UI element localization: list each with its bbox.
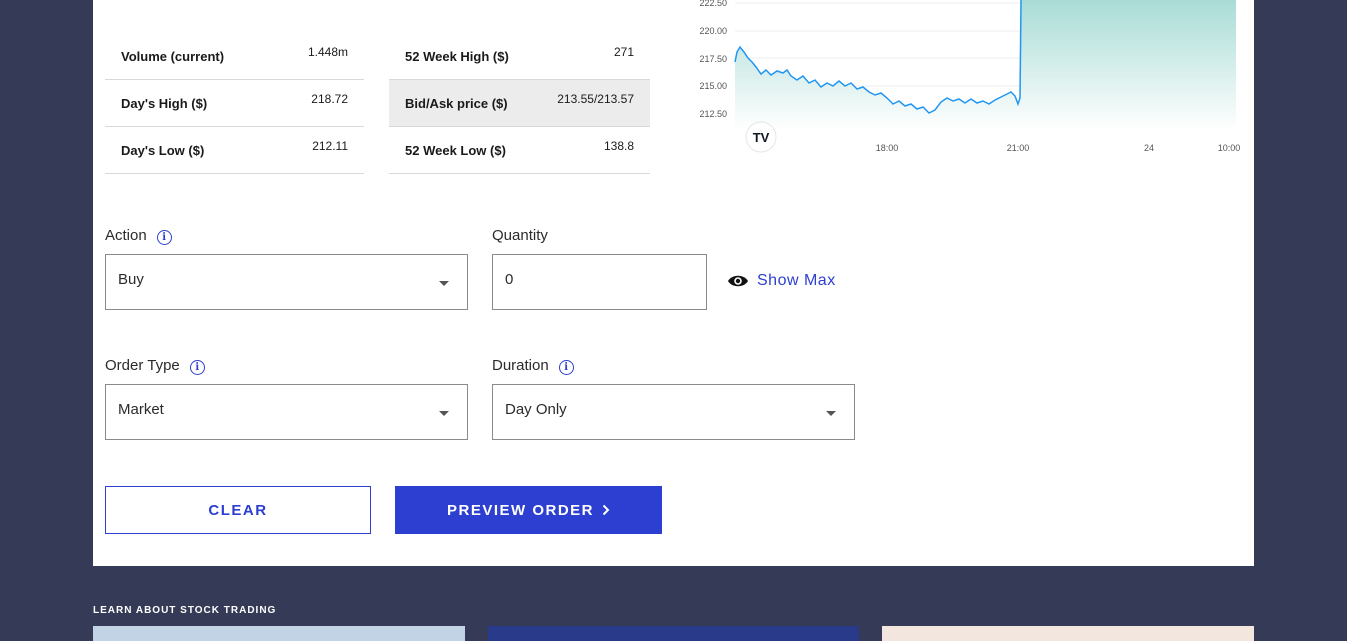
stat-value: 218.72: [311, 92, 348, 106]
learn-card[interactable]: [882, 626, 1254, 641]
duration-selected-value: Day Only: [505, 400, 567, 418]
stat-value: 212.11: [312, 139, 348, 153]
tradingview-logo-icon[interactable]: TV: [745, 121, 777, 153]
duration-select[interactable]: Day Only: [492, 384, 855, 440]
action-selected-value: Buy: [118, 270, 144, 288]
y-axis-labels: 222.50 220.00 217.50 215.00 212.50: [699, 0, 727, 119]
order-type-selected-value: Market: [118, 400, 164, 418]
quantity-label: Quantity: [492, 227, 548, 244]
stat-value: 1.448m: [307, 45, 348, 59]
preview-order-label: PREVIEW ORDER: [446, 501, 594, 519]
learn-card[interactable]: [93, 626, 465, 641]
clear-button[interactable]: CLEAR: [105, 486, 371, 534]
stat-label: Day's Low ($): [121, 142, 205, 158]
info-icon[interactable]: i: [189, 360, 205, 375]
chevron-down-icon: [826, 411, 836, 416]
info-icon[interactable]: i: [558, 360, 574, 375]
y-tick-label: 222.50: [699, 0, 727, 8]
y-tick-label: 217.50: [699, 54, 727, 64]
stat-label: Bid/Ask price ($): [405, 95, 508, 111]
x-tick-label: 18:00: [876, 143, 899, 153]
duration-label-group: Duration i: [492, 357, 574, 375]
order-type-select[interactable]: Market: [105, 384, 468, 440]
stat-row-volume: Volume (current) 1.448m: [105, 33, 364, 80]
chevron-down-icon: [439, 411, 449, 416]
stats-column-2: 52 Week High ($) 271 Bid/Ask price ($) 2…: [389, 33, 650, 174]
price-chart[interactable]: 222.50 220.00 217.50 215.00 212.50 18:00…: [691, 0, 1251, 160]
show-max-button[interactable]: Show Max: [727, 272, 836, 290]
stat-label: Day's High ($): [121, 95, 208, 111]
x-tick-label: 21:00: [1007, 143, 1030, 153]
eye-icon: [728, 275, 748, 287]
stat-row-days-low: Day's Low ($) 212.11: [105, 127, 364, 174]
price-area: [735, 0, 1236, 130]
stat-value: 213.55/213.57: [557, 92, 634, 106]
clear-button-label: CLEAR: [208, 501, 268, 519]
show-max-label: Show Max: [757, 272, 836, 289]
x-tick-label: 24: [1144, 143, 1154, 153]
tradingview-logo-text: TV: [753, 130, 770, 145]
stat-label: 52 Week High ($): [405, 48, 509, 64]
learn-card[interactable]: [488, 626, 859, 641]
chevron-down-icon: [439, 281, 449, 286]
quantity-label-group: Quantity: [492, 227, 548, 244]
x-axis-labels: 18:00 21:00 24 10:00: [876, 143, 1241, 153]
order-type-label-group: Order Type i: [105, 357, 205, 375]
quantity-input[interactable]: 0: [492, 254, 707, 310]
action-label-group: Action i: [105, 227, 172, 245]
chevron-right-icon: [602, 504, 610, 516]
stat-row-days-high: Day's High ($) 218.72: [105, 80, 364, 127]
order-type-label: Order Type: [105, 357, 180, 374]
stat-row-bid-ask: Bid/Ask price ($) 213.55/213.57: [389, 80, 650, 127]
y-tick-label: 212.50: [699, 109, 727, 119]
action-label: Action: [105, 227, 147, 244]
stats-column-1: Volume (current) 1.448m Day's High ($) 2…: [105, 33, 364, 174]
learn-section-title: LEARN ABOUT STOCK TRADING: [93, 605, 277, 616]
stat-label: 52 Week Low ($): [405, 142, 506, 158]
stat-row-52-week-high: 52 Week High ($) 271: [389, 33, 650, 80]
preview-order-button[interactable]: PREVIEW ORDER: [395, 486, 662, 534]
duration-label: Duration: [492, 357, 549, 374]
action-select[interactable]: Buy: [105, 254, 468, 310]
y-tick-label: 220.00: [699, 26, 727, 36]
stat-row-52-week-low: 52 Week Low ($) 138.8: [389, 127, 650, 174]
y-tick-label: 215.00: [699, 81, 727, 91]
stat-label: Volume (current): [121, 48, 225, 64]
stat-value: 138.8: [603, 139, 634, 153]
price-line: [734, 0, 1022, 114]
stat-value: 271: [613, 45, 634, 59]
info-icon[interactable]: i: [156, 230, 172, 245]
quantity-value: 0: [505, 270, 514, 288]
x-tick-label: 10:00: [1218, 143, 1241, 153]
trade-panel: Volume (current) 1.448m Day's High ($) 2…: [93, 0, 1254, 566]
